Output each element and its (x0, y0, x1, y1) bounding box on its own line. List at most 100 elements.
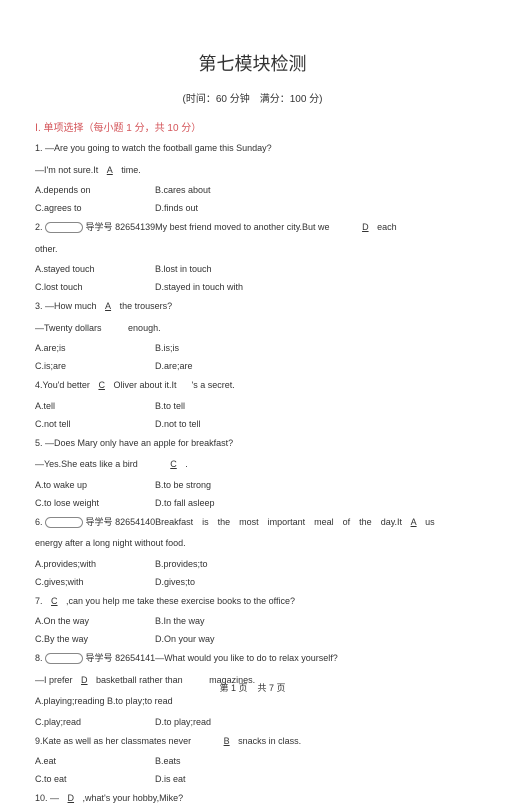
q2-opts-row2: C.lost touch D.stayed in touch with (35, 282, 470, 292)
q2-tail: each (377, 222, 397, 232)
q5-l2b: . (185, 459, 188, 469)
q5-l2a: —Yes.She eats like a bird (35, 459, 138, 469)
q7-l1b: ,can you help me take these exercise boo… (66, 596, 295, 606)
q9-line1: 9.Kate as well as her classmates never B… (35, 735, 470, 749)
q8-tagbox-icon (45, 653, 83, 664)
q6-opts-row2: C.gives;with D.gives;to (35, 577, 470, 587)
q3-line1: 3. —How much A the trousers? (35, 300, 470, 314)
q5-opts-row1: A.to wake up B.to be strong (35, 480, 470, 490)
q2-tagbox-icon (45, 222, 83, 233)
q4-opt-b: B.to tell (155, 401, 275, 411)
q5-opt-a: A.to wake up (35, 480, 155, 490)
q9-answer: B (218, 736, 236, 746)
q6-opt-b: B.provides;to (155, 559, 275, 569)
q5-opt-d: D.to fall asleep (155, 498, 275, 508)
q2-prefix: 2. (35, 222, 43, 232)
q3-blank (104, 323, 128, 333)
q8-line1: 8. 导学号 82654141—What would you like to d… (35, 652, 470, 666)
q10-l1a: 10. — (35, 793, 59, 803)
q3-opts-row1: A.are;is B.is;is (35, 343, 470, 353)
q7-answer: C (45, 596, 64, 606)
q3-opt-b: B.is;is (155, 343, 275, 353)
q7-opt-a: A.On the way (35, 616, 155, 626)
q2-tag: 导学号 (86, 222, 113, 232)
q6-opt-c: C.gives;with (35, 577, 155, 587)
q9-l1b: snacks in class. (238, 736, 301, 746)
q4-l1a: 4.You'd better (35, 380, 90, 390)
q4-opts-row1: A.tell B.to tell (35, 401, 470, 411)
q4-line1: 4.You'd better C Oliver about it.It 's a… (35, 379, 470, 393)
q6-opts-row1: A.provides;with B.provides;to (35, 559, 470, 569)
q1-line1: 1. —Are you going to watch the football … (35, 142, 470, 156)
q4-opt-c: C.not tell (35, 419, 155, 429)
q5-line2: —Yes.She eats like a bird C . (35, 458, 470, 472)
q6-opt-a: A.provides;with (35, 559, 155, 569)
q8-opt-c: C.play;read (35, 717, 155, 727)
q10-line1: 10. — D ,what's your hobby,Mike? (35, 792, 470, 806)
q1-answer: A (101, 165, 119, 175)
q6-prefix: 6. (35, 517, 43, 527)
q4-opt-d: D.not to tell (155, 419, 275, 429)
q5-answer: C (164, 459, 183, 469)
q9-blank (194, 736, 218, 746)
q1-l2-suffix: time. (121, 165, 141, 175)
q6-line2: energy after a long night without food. (35, 537, 470, 551)
q3-l1a: 3. —How much (35, 301, 97, 311)
q7-opt-b: B.In the way (155, 616, 275, 626)
q9-l1a: 9.Kate as well as her classmates never (35, 736, 191, 746)
q3-l2a: —Twenty dollars (35, 323, 102, 333)
q7-line1: 7. C ,can you help me take these exercis… (35, 595, 470, 609)
q2-opt-a: A.stayed touch (35, 264, 155, 274)
q9-opt-d: D.is eat (155, 774, 275, 784)
q5-blank (140, 459, 164, 469)
q8-prefix: 8. (35, 653, 43, 663)
q4-answer: C (92, 380, 111, 390)
q1-line2: —I'm not sure.It A time. (35, 164, 470, 178)
q5-opt-b: B.to be strong (155, 480, 275, 490)
q4-l1c: 's a secret. (192, 380, 235, 390)
q10-answer: D (62, 793, 81, 803)
footer-page: 第 1 页 (219, 683, 247, 693)
q2-blank (332, 222, 356, 232)
q8-code: 82654141—What would you like to do to re… (115, 653, 338, 663)
q2-line1: 2. 导学号 82654139My best friend moved to a… (35, 221, 470, 235)
q1-l2-prefix: —I'm not sure.It (35, 165, 98, 175)
q6-opt-d: D.gives;to (155, 577, 275, 587)
q1-opts-row1: A.depends on B.cares about (35, 185, 470, 195)
q1-opt-b: B.cares about (155, 185, 275, 195)
q3-opt-d: D.are;are (155, 361, 275, 371)
q2-opts-row1: A.stayed touch B.lost in touch (35, 264, 470, 274)
q9-opt-b: B.eats (155, 756, 275, 766)
q7-opt-c: C.By the way (35, 634, 155, 644)
q9-opts-row2: C.to eat D.is eat (35, 774, 470, 784)
q5-opts-row2: C.to lose weight D.to fall asleep (35, 498, 470, 508)
q9-opt-c: C.to eat (35, 774, 155, 784)
q9-opts-row1: A.eat B.eats (35, 756, 470, 766)
q3-line2: —Twenty dollars enough. (35, 322, 470, 336)
page-footer: 第 1 页 共 7 页 (0, 681, 505, 694)
q2-opt-c: C.lost touch (35, 282, 155, 292)
q3-opts-row2: C.is;are D.are;are (35, 361, 470, 371)
page-subtitle: (时间：60 分钟 满分：100 分) (35, 90, 470, 105)
q1-opt-d: D.finds out (155, 203, 275, 213)
q1-opts-row2: C.agrees to D.finds out (35, 203, 470, 213)
q6-tagbox-icon (45, 517, 83, 528)
q7-opt-d: D.On your way (155, 634, 275, 644)
q10-l1b: ,what's your hobby,Mike? (83, 793, 184, 803)
q3-l2b: enough. (128, 323, 161, 333)
q8-tag: 导学号 (86, 653, 113, 663)
q3-answer: A (99, 301, 117, 311)
q5-opt-c: C.to lose weight (35, 498, 155, 508)
q6-answer: A (405, 517, 423, 527)
q4-opt-a: A.tell (35, 401, 155, 411)
q7-opts-row1: A.On the way B.In the way (35, 616, 470, 626)
q8-opts-row2: C.play;read D.to play;read (35, 717, 470, 727)
q8-opts-row1: A.playing;reading B.to play;to read (35, 695, 470, 709)
q6-tail: us (425, 517, 435, 527)
q2-code: 82654139My best friend moved to another … (115, 222, 329, 232)
q6-tag: 导学号 (86, 517, 113, 527)
q8-opt-d: D.to play;read (155, 717, 275, 727)
q9-opt-a: A.eat (35, 756, 155, 766)
q2-answer: D (356, 222, 375, 232)
footer-total: 共 7 页 (258, 683, 286, 693)
